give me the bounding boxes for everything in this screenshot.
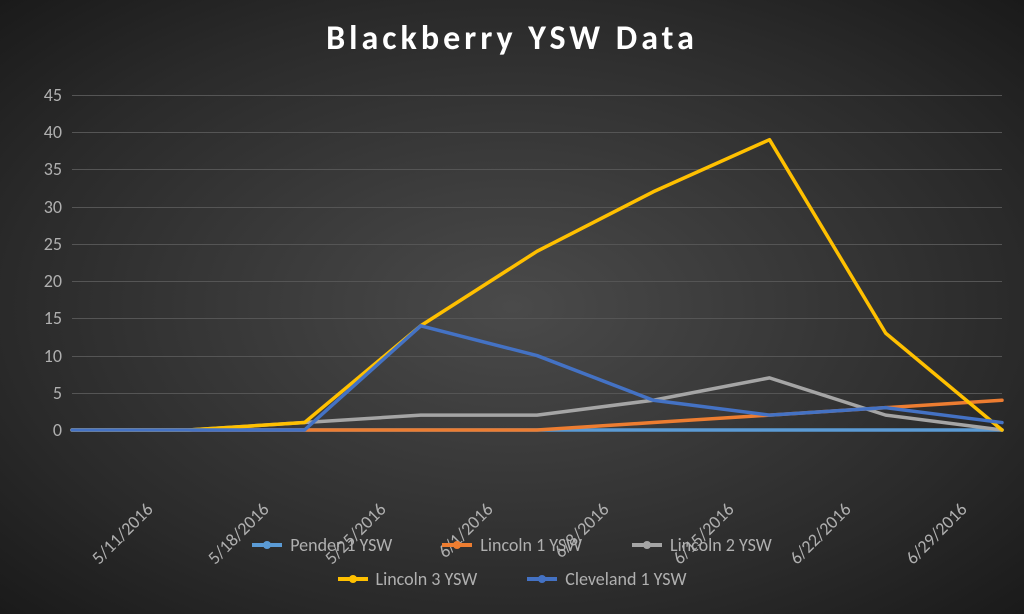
legend-label: Pender 1 YSW — [290, 534, 392, 556]
y-tick-label: 45 — [44, 84, 62, 106]
y-tick-label: 40 — [44, 121, 62, 143]
y-tick-label: 10 — [44, 345, 62, 367]
legend-label: Cleveland 1 YSW — [565, 568, 686, 590]
y-tick-label: 0 — [53, 419, 62, 441]
y-tick-label: 20 — [44, 270, 62, 292]
plot-area — [72, 95, 1002, 430]
legend-item: Lincoln 3 YSW — [338, 568, 478, 590]
legend-label: Lincoln 1 YSW — [480, 534, 582, 556]
y-tick-label: 15 — [44, 307, 62, 329]
series-line — [72, 140, 1002, 430]
legend-label: Lincoln 2 YSW — [670, 534, 772, 556]
line-series-svg — [72, 95, 1002, 430]
legend-row: Pender 1 YSW Lincoln 1 YSW Lincoln 2 YSW — [0, 534, 1024, 556]
legend-item: Lincoln 1 YSW — [442, 534, 582, 556]
legend-row: Lincoln 3 YSW Cleveland 1 YSW — [0, 568, 1024, 590]
legend: Pender 1 YSW Lincoln 1 YSW Lincoln 2 YSW Li… — [0, 534, 1024, 602]
legend-swatch — [527, 577, 557, 581]
series-line — [72, 378, 1002, 430]
legend-swatch — [252, 543, 282, 547]
chart-container: Blackberry YSW Data 0 5 10 15 20 25 30 35 40 45 5… — [0, 0, 1024, 614]
legend-item: Cleveland 1 YSW — [527, 568, 686, 590]
legend-swatch — [632, 543, 662, 547]
y-tick-label: 30 — [44, 196, 62, 218]
y-tick-label: 35 — [44, 158, 62, 180]
legend-swatch — [338, 577, 368, 581]
legend-swatch — [442, 543, 472, 547]
x-axis: 5/11/20165/18/20165/25/20166/1/20166/8/2… — [72, 435, 1002, 535]
y-tick-label: 25 — [44, 233, 62, 255]
chart-title: Blackberry YSW Data — [0, 18, 1024, 59]
legend-item: Lincoln 2 YSW — [632, 534, 772, 556]
legend-label: Lincoln 3 YSW — [376, 568, 478, 590]
legend-item: Pender 1 YSW — [252, 534, 392, 556]
y-tick-label: 5 — [53, 382, 62, 404]
y-axis: 051015202530354045 — [0, 95, 62, 430]
